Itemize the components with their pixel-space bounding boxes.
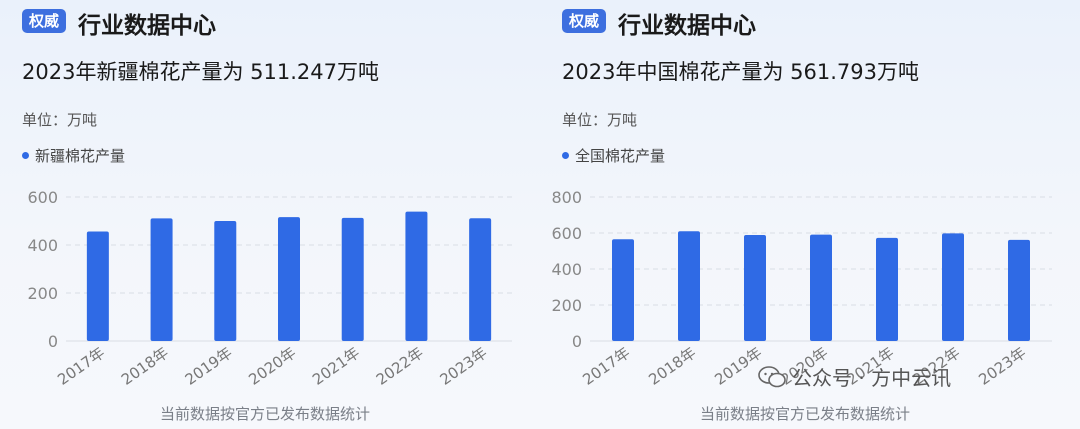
y-tick-label: 200 xyxy=(551,296,582,315)
x-tick-label: 2021年 xyxy=(309,344,363,389)
legend-label: 新疆棉花产量 xyxy=(35,147,126,165)
bar xyxy=(86,231,109,341)
x-tick-label: 2019年 xyxy=(182,344,236,389)
legend-dot-icon xyxy=(562,152,569,159)
y-tick-label: 400 xyxy=(551,260,582,279)
bar xyxy=(678,231,700,341)
y-tick-label: 0 xyxy=(572,332,582,351)
legend-dot-icon xyxy=(22,152,29,159)
panel-title: 行业数据中心 xyxy=(618,13,756,39)
y-tick-label: 400 xyxy=(27,236,58,255)
bar xyxy=(278,217,300,341)
bar xyxy=(150,218,173,341)
bar xyxy=(341,217,364,341)
bar xyxy=(214,221,237,341)
authority-badge: 权威 xyxy=(22,9,67,33)
watermark: 公众号 · 方中云讯 xyxy=(758,362,951,391)
x-tick-label: 2018年 xyxy=(118,344,172,389)
chart-panel-china: 权威 行业数据中心 2023年中国棉花产量为 561.793万吨 单位：万吨 全… xyxy=(540,0,1070,429)
x-tick-label: 2022年 xyxy=(373,344,427,389)
y-tick-label: 600 xyxy=(27,188,58,207)
legend: 新疆棉花产量 xyxy=(22,145,125,166)
x-tick-label: 2017年 xyxy=(579,344,633,389)
legend: 全国棉花产量 xyxy=(562,145,665,166)
headline: 2023年中国棉花产量为 561.793万吨 xyxy=(562,60,919,84)
watermark-text: 公众号 · 方中云讯 xyxy=(792,366,952,390)
bar xyxy=(469,218,492,341)
bar xyxy=(942,233,964,341)
y-tick-label: 0 xyxy=(48,332,58,351)
footnote: 当前数据按官方已发布数据统计 xyxy=(159,405,370,423)
headline: 2023年新疆棉花产量为 511.247万吨 xyxy=(22,60,379,84)
panel-title: 行业数据中心 xyxy=(78,13,216,39)
unit-label: 单位：万吨 xyxy=(22,111,98,129)
bar-chart-xinjiang: 0 200 400 600 2017年 2018年 2019年 2020年 2021年 2022年… xyxy=(27,188,512,389)
bar xyxy=(876,237,898,341)
x-tick-label: 2020年 xyxy=(245,344,299,389)
bar xyxy=(744,234,766,341)
footnote: 当前数据按官方已发布数据统计 xyxy=(699,405,910,423)
bar xyxy=(1008,239,1030,341)
bar xyxy=(612,239,634,341)
x-tick-label: 2018年 xyxy=(645,344,699,389)
x-tick-label: 2017年 xyxy=(54,344,108,389)
x-tick-label: 2023年 xyxy=(975,344,1029,389)
authority-badge: 权威 xyxy=(562,9,607,33)
x-tick-label: 2023年 xyxy=(437,344,491,389)
unit-label: 单位：万吨 xyxy=(562,111,638,129)
y-tick-label: 600 xyxy=(551,224,582,243)
y-tick-label: 200 xyxy=(27,284,58,303)
chart-panel-xinjiang: 权威 行业数据中心 2023年新疆棉花产量为 511.247万吨 单位：万吨 新… xyxy=(0,0,530,429)
wechat-icon xyxy=(758,365,786,387)
y-tick-label: 800 xyxy=(551,188,582,207)
legend-label: 全国棉花产量 xyxy=(575,147,666,165)
bar xyxy=(810,234,832,341)
bar xyxy=(405,211,428,341)
